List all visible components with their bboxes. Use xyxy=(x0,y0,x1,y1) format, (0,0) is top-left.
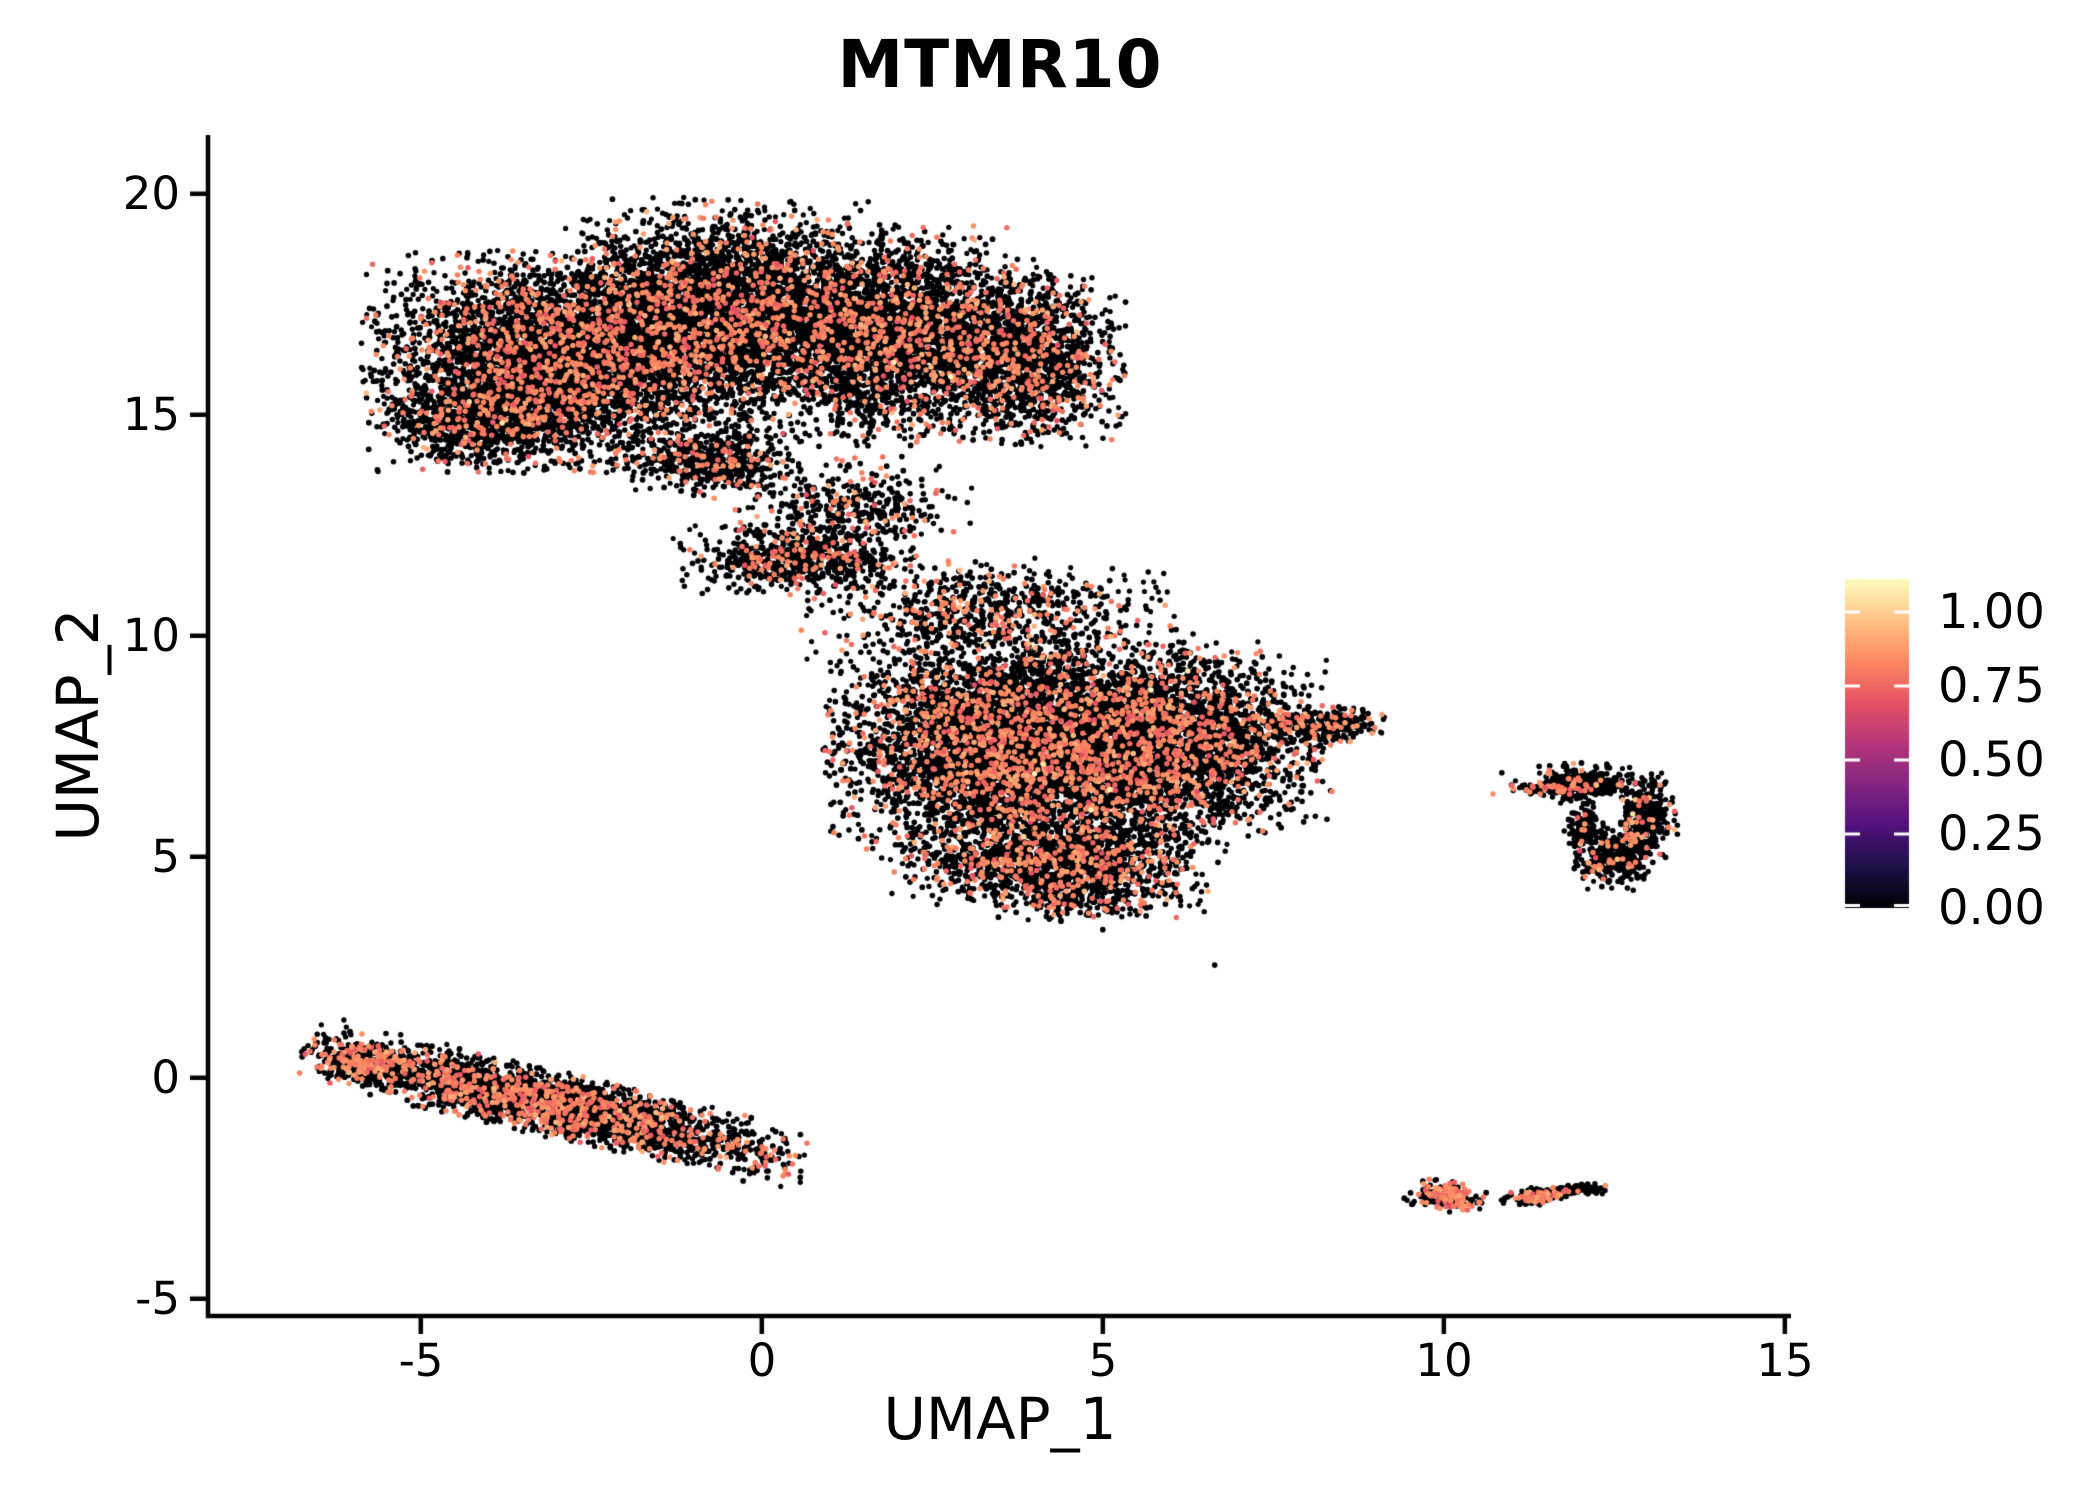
y-tick-label-0: 0 xyxy=(151,1051,180,1104)
y-tick-label-5: 5 xyxy=(151,830,180,883)
colorbar-label-1.00: 1.00 xyxy=(1938,584,2045,640)
x-tick-label-15: 15 xyxy=(1756,1334,1814,1387)
x-tick-label-neg5: -5 xyxy=(398,1334,444,1387)
y-tick-label-20: 20 xyxy=(122,167,180,220)
colorbar-label-0.25: 0.25 xyxy=(1938,806,2045,862)
y-axis-title: UMAP_2 xyxy=(44,608,112,842)
x-tick-label-0: 0 xyxy=(747,1334,777,1387)
y-tick-label-10: 10 xyxy=(122,609,180,662)
plot-title: MTMR10 xyxy=(837,26,1163,103)
x-tick-label-10: 10 xyxy=(1415,1334,1473,1387)
x-tick-label-5: 5 xyxy=(1088,1334,1118,1387)
colorbar-label-0.50: 0.50 xyxy=(1938,732,2045,788)
x-axis-title: UMAP_1 xyxy=(883,1385,1117,1453)
colorbar-label-0.75: 0.75 xyxy=(1938,658,2045,714)
y-tick-label-15: 15 xyxy=(122,388,180,441)
colorbar-label-0.00: 0.00 xyxy=(1938,880,2045,936)
y-tick-label-neg5: -5 xyxy=(135,1272,180,1325)
